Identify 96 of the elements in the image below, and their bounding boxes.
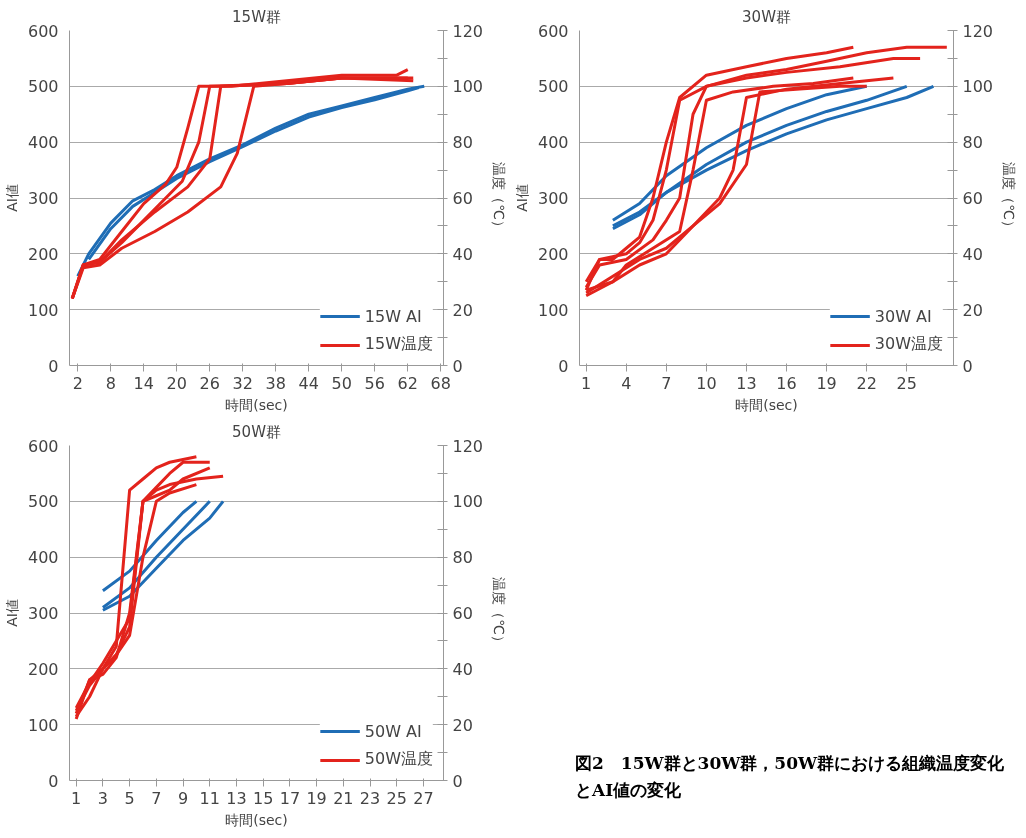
x-tick-label: 50 [331, 373, 352, 393]
y2-axis-title: 温度（℃） [1001, 162, 1018, 234]
y2-tick-label: 20 [452, 300, 473, 320]
y-tick-label: 400 [27, 548, 59, 568]
x-tick-label: 4 [621, 373, 632, 393]
x-tick-label: 13 [226, 788, 247, 808]
legend-label: 50W AI [364, 721, 422, 741]
x-tick-label: 7 [661, 373, 672, 393]
y-tick-label: 600 [27, 436, 59, 456]
y2-tick-label: 40 [962, 244, 983, 264]
y-tick-label: 500 [27, 492, 59, 512]
y2-tick-label: 80 [962, 133, 983, 153]
legend-label: 30W温度 [874, 334, 943, 355]
x-tick-label: 62 [397, 373, 418, 393]
x-tick-label: 21 [333, 788, 354, 808]
x-tick-label: 25 [386, 788, 407, 808]
x-tick-label: 14 [133, 373, 154, 393]
x-tick-label: 16 [776, 373, 797, 393]
y2-tick-label: 120 [452, 436, 484, 456]
chart-title: 50W群 [232, 422, 281, 441]
y2-tick-label: 0 [962, 356, 973, 376]
x-tick-label: 25 [896, 373, 917, 393]
y2-tick-label: 100 [452, 492, 484, 512]
x-tick-label: 23 [359, 788, 381, 808]
legend-label: 50W温度 [364, 749, 433, 770]
legend-label: 15W AI [364, 306, 422, 326]
caption: 図2 15W群と30W群，50W群における組織温度変化とAI値の変化 [575, 752, 1006, 803]
y2-tick-label: 80 [452, 133, 473, 153]
y-tick-label: 300 [27, 604, 59, 623]
y2-tick-label: 40 [452, 244, 473, 264]
y-tick-label: 100 [27, 715, 59, 735]
y2-axis-title: 温度（℃） [491, 162, 508, 234]
chart-title: 30W群 [742, 7, 791, 26]
x-axis-title: 時間(sec) [225, 396, 288, 413]
x-tick-label: 56 [364, 373, 385, 393]
x-tick-label: 20 [166, 373, 187, 393]
y-axis-title: AI値 [513, 184, 530, 212]
y2-tick-label: 60 [452, 604, 473, 623]
y-tick-label: 600 [27, 21, 59, 41]
y2-tick-label: 0 [452, 771, 463, 791]
x-tick-label: 5 [124, 788, 135, 808]
y-tick-label: 500 [27, 77, 59, 97]
x-axis-title: 時間(sec) [735, 396, 798, 413]
y2-tick-label: 0 [452, 356, 463, 376]
x-tick-label: 13 [736, 373, 757, 393]
y2-tick-label: 100 [452, 77, 484, 97]
x-tick-label: 1 [71, 788, 82, 808]
y-tick-label: 500 [537, 77, 569, 97]
y2-tick-label: 120 [452, 21, 484, 41]
x-tick-label: 38 [265, 373, 286, 393]
y2-tick-label: 100 [962, 77, 994, 97]
y2-tick-label: 120 [962, 21, 994, 41]
y-tick-label: 300 [27, 189, 59, 208]
y2-tick-label: 60 [452, 189, 473, 208]
y-tick-label: 0 [48, 356, 59, 376]
y2-tick-label: 20 [962, 300, 983, 320]
legend-label: 30W AI [874, 306, 932, 326]
x-tick-label: 9 [177, 788, 189, 808]
x-tick-label: 11 [199, 788, 220, 808]
y-tick-label: 400 [27, 133, 59, 153]
y-tick-label: 300 [537, 189, 569, 208]
y-tick-label: 0 [48, 771, 59, 791]
y2-tick-label: 60 [962, 189, 983, 208]
y-tick-label: 100 [27, 300, 59, 320]
y-tick-label: 600 [537, 21, 569, 41]
x-tick-label: 27 [413, 788, 434, 808]
x-tick-label: 26 [199, 373, 220, 393]
y-tick-label: 200 [27, 659, 59, 679]
x-tick-label: 2 [72, 373, 83, 393]
x-tick-label: 7 [151, 788, 162, 808]
y2-axis-title: 温度（℃） [491, 577, 508, 649]
legend-label: 15W温度 [364, 334, 433, 355]
x-axis-title: 時間(sec) [225, 811, 288, 828]
y-tick-label: 400 [537, 133, 569, 153]
x-tick-label: 10 [696, 373, 717, 393]
y-tick-label: 0 [558, 356, 569, 376]
y-tick-label: 200 [27, 244, 59, 264]
y-axis-title: AI値 [3, 184, 20, 212]
chart-title: 15W群 [232, 7, 281, 26]
x-tick-label: 1 [581, 373, 592, 393]
y2-tick-label: 20 [452, 715, 473, 735]
x-tick-label: 15 [253, 788, 274, 808]
x-tick-label: 19 [306, 788, 327, 808]
y2-tick-label: 40 [452, 659, 473, 679]
x-tick-label: 68 [430, 373, 451, 393]
y-axis-title: AI値 [3, 599, 20, 627]
y-tick-label: 100 [537, 300, 569, 320]
y-tick-label: 200 [537, 244, 569, 264]
x-tick-label: 32 [232, 373, 253, 393]
x-tick-label: 17 [279, 788, 301, 808]
y2-tick-label: 80 [452, 548, 473, 568]
x-tick-label: 8 [105, 373, 116, 393]
x-tick-label: 22 [856, 373, 877, 393]
x-tick-label: 19 [816, 373, 837, 393]
x-tick-label: 3 [97, 788, 108, 808]
x-tick-label: 44 [298, 373, 319, 393]
